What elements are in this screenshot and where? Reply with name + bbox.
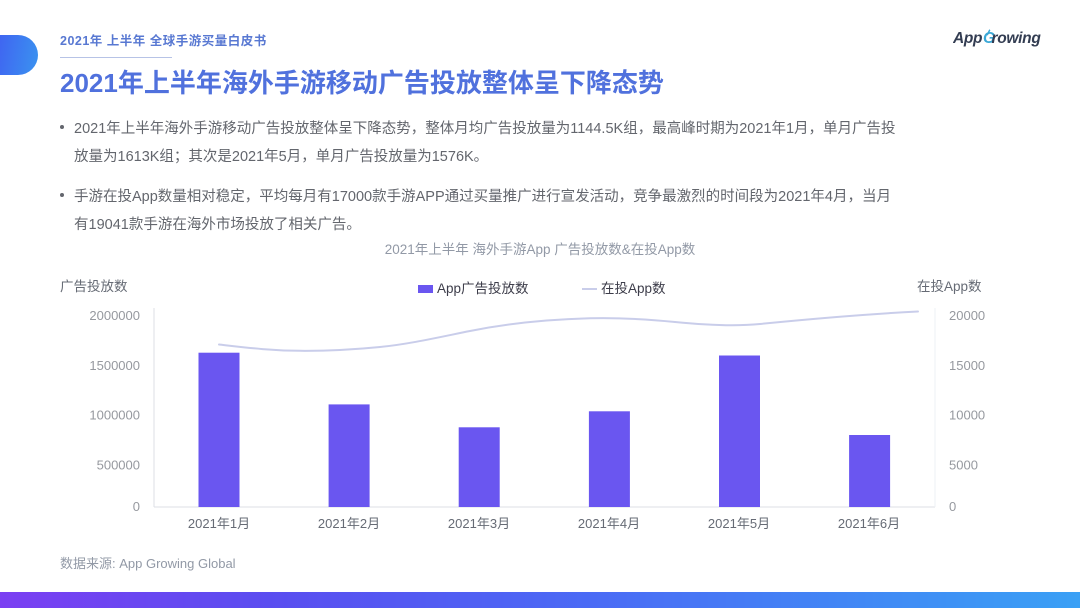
svg-text:10000: 10000: [949, 408, 985, 423]
svg-text:1500000: 1500000: [89, 358, 140, 373]
svg-text:500000: 500000: [97, 457, 140, 472]
svg-text:2021年2月: 2021年2月: [318, 516, 380, 531]
svg-text:2021年5月: 2021年5月: [708, 516, 770, 531]
svg-text:2021年3月: 2021年3月: [448, 516, 510, 531]
svg-text:20000: 20000: [949, 308, 985, 323]
svg-text:1000000: 1000000: [89, 408, 140, 423]
svg-text:2000000: 2000000: [89, 308, 140, 323]
svg-text:5000: 5000: [949, 457, 978, 472]
svg-text:rowing: rowing: [992, 30, 1042, 47]
svg-text:0: 0: [949, 499, 956, 514]
svg-text:15000: 15000: [949, 358, 985, 373]
svg-text:0: 0: [133, 499, 140, 514]
svg-text:2021年4月: 2021年4月: [578, 516, 640, 531]
svg-text:App: App: [953, 30, 982, 47]
svg-text:2021年6月: 2021年6月: [838, 516, 900, 531]
svg-text:2021年1月: 2021年1月: [188, 516, 250, 531]
